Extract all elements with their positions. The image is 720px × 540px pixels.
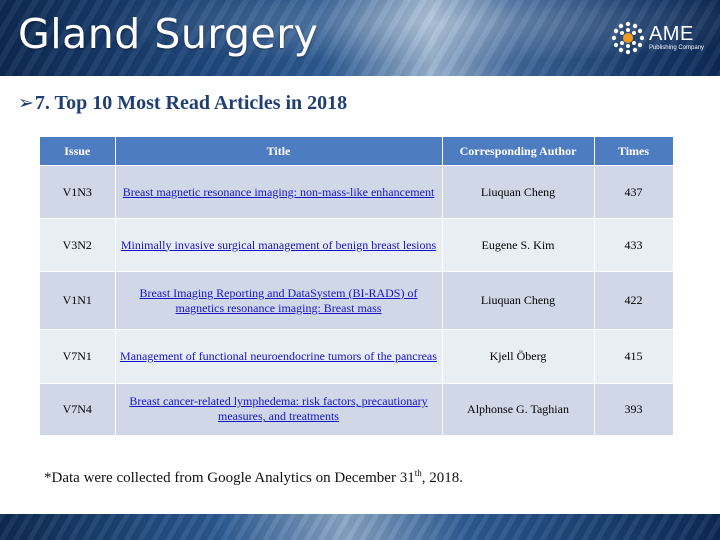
table-row: V1N1 Breast Imaging Reporting and DataSy… [40, 271, 674, 330]
article-title-link[interactable]: Breast cancer-related lymphedema: risk f… [129, 394, 428, 424]
header-banner: Gland Surgery AME Publishing Company [0, 0, 720, 76]
author-cell: Eugene S. Kim [442, 218, 595, 272]
section-heading: ➢7. Top 10 Most Read Articles in 2018 [18, 92, 347, 115]
times-cell: 415 [594, 329, 674, 384]
logo-subtitle: Publishing Company [648, 45, 704, 51]
issue-cell: V7N1 [40, 329, 116, 384]
journal-title: Gland Surgery [18, 10, 319, 58]
title-cell: Minimally invasive surgical management o… [115, 218, 443, 272]
table-row: V7N1 Management of functional neuroendoc… [40, 329, 674, 384]
author-cell: Liuquan Cheng [442, 271, 595, 330]
author-cell: Alphonse G. Taghian [442, 383, 595, 435]
article-title-link[interactable]: Management of functional neuroendocrine … [120, 349, 437, 363]
footer-banner [0, 514, 720, 540]
column-header-author: Corresponding Author [442, 137, 595, 166]
table-header-row: Issue Title Corresponding Author Times [40, 137, 674, 166]
title-cell: Breast magnetic resonance imaging: non-m… [115, 165, 443, 219]
column-header-times: Times [594, 137, 674, 166]
data-source-note: *Data were collected from Google Analyti… [44, 468, 463, 487]
article-title-link[interactable]: Minimally invasive surgical management o… [120, 237, 437, 252]
ame-logo: AME Publishing Company [611, 20, 704, 56]
author-cell: Liuquan Cheng [442, 165, 595, 219]
article-title-link[interactable]: Breast magnetic resonance imaging: non-m… [122, 184, 435, 199]
title-cell: Breast cancer-related lymphedema: risk f… [115, 383, 443, 435]
times-cell: 393 [594, 383, 674, 435]
table-row: V1N3 Breast magnetic resonance imaging: … [40, 165, 674, 219]
logo-wordmark: AME [648, 23, 694, 45]
issue-cell: V1N3 [40, 165, 116, 219]
column-header-title: Title [115, 137, 443, 166]
title-cell: Management of functional neuroendocrine … [115, 329, 443, 384]
ame-logo-icon [611, 21, 645, 55]
article-title-link[interactable]: Breast Imaging Reporting and DataSystem … [139, 285, 418, 315]
times-cell: 437 [594, 165, 674, 219]
author-cell: Kjell Öberg [442, 329, 595, 384]
most-read-articles-table: Issue Title Corresponding Author Times V… [40, 137, 674, 435]
title-cell: Breast Imaging Reporting and DataSystem … [115, 271, 443, 330]
table-row: V7N4 Breast cancer-related lymphedema: r… [40, 383, 674, 435]
issue-cell: V7N4 [40, 383, 116, 435]
arrow-bullet-icon: ➢ [18, 92, 34, 114]
note-suffix: , 2018. [421, 470, 463, 486]
note-superscript: th [414, 468, 422, 478]
times-cell: 422 [594, 271, 674, 330]
issue-cell: V3N2 [40, 218, 116, 272]
column-header-issue: Issue [40, 137, 116, 166]
table-row: V3N2 Minimally invasive surgical managem… [40, 218, 674, 272]
section-heading-text: 7. Top 10 Most Read Articles in 2018 [34, 92, 348, 114]
times-cell: 433 [594, 218, 674, 272]
issue-cell: V1N1 [40, 271, 116, 330]
note-text: *Data were collected from Google Analyti… [44, 470, 415, 486]
